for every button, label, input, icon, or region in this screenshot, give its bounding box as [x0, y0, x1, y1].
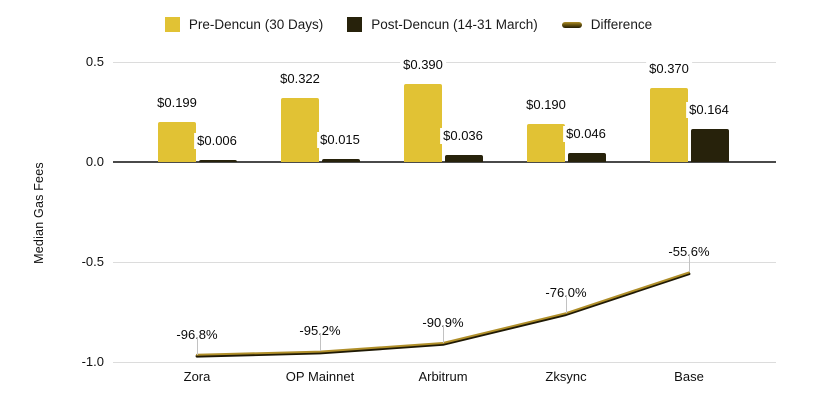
- y-tick-label: 0.0: [85, 154, 104, 169]
- difference-line-swatch-icon: [561, 21, 582, 28]
- value-label-post-zora: $0.006: [194, 133, 240, 149]
- legend-label-pre-dencun: Pre-Dencun (30 Days): [188, 17, 324, 32]
- legend-label-difference: Difference: [590, 17, 653, 32]
- gridline--1.0: [113, 362, 776, 363]
- value-label-pre-base: $0.370: [646, 61, 692, 77]
- y-tick-label: -0.5: [81, 254, 104, 269]
- bar-pre-dencun-arbitrum: [403, 84, 442, 162]
- chart-legend: Pre-Dencun (30 Days) Post-Dencun (14-31 …: [0, 17, 817, 32]
- legend-label-post-dencun: Post-Dencun (14-31 March): [371, 17, 538, 32]
- x-axis-label-zksync: Zksync: [545, 369, 587, 384]
- post-dencun-swatch-icon: [347, 17, 363, 32]
- value-label-post-op-mainnet: $0.015: [317, 132, 363, 148]
- value-label-post-arbitrum: $0.036: [440, 127, 486, 144]
- value-label-pre-arbitrum: $0.390: [400, 57, 446, 73]
- x-axis-baseline: [113, 161, 776, 163]
- x-axis-label-arbitrum: Arbitrum: [418, 369, 468, 384]
- y-tick-label: 0.5: [85, 54, 104, 69]
- value-label-pre-op-mainnet: $0.322: [277, 70, 323, 87]
- percent-leader-line: [319, 334, 321, 352]
- percent-leader-line: [442, 325, 444, 343]
- bar-post-dencun-base: [690, 129, 729, 162]
- y-tick-label: -1.0: [81, 354, 104, 369]
- percent-leader-line: [688, 255, 690, 273]
- x-axis-label-zora: Zora: [183, 369, 211, 384]
- percent-leader-line: [565, 296, 567, 313]
- percent-leader-line: [196, 337, 198, 355]
- bar-pre-dencun-base: [649, 88, 688, 162]
- legend-item-pre-dencun: Pre-Dencun (30 Days): [164, 17, 324, 32]
- value-label-post-zksync: $0.046: [563, 125, 609, 142]
- legend-item-difference: Difference: [561, 17, 653, 32]
- gridline--0.5: [113, 262, 776, 263]
- y-axis-title: Median Gas Fees: [32, 162, 46, 264]
- bar-pre-dencun-op-mainnet: [280, 97, 319, 162]
- bar-post-dencun-op-mainnet: [321, 159, 360, 162]
- value-label-pre-zksync: $0.190: [523, 97, 569, 113]
- bar-pre-dencun-zksync: [526, 124, 565, 162]
- value-label-post-base: $0.164: [686, 102, 732, 119]
- x-axis-label-base: Base: [674, 369, 704, 384]
- value-label-pre-zora: $0.199: [154, 95, 200, 112]
- bar-post-dencun-zora: [198, 160, 237, 162]
- x-axis-label-op-mainnet: OP Mainnet: [285, 369, 355, 384]
- pre-dencun-swatch-icon: [164, 17, 180, 32]
- bar-post-dencun-arbitrum: [444, 154, 483, 162]
- difference-label-base: -55.6%: [665, 244, 713, 261]
- bar-post-dencun-zksync: [567, 152, 606, 162]
- bar-pre-dencun-zora: [157, 122, 196, 162]
- legend-item-post-dencun: Post-Dencun (14-31 March): [347, 17, 538, 32]
